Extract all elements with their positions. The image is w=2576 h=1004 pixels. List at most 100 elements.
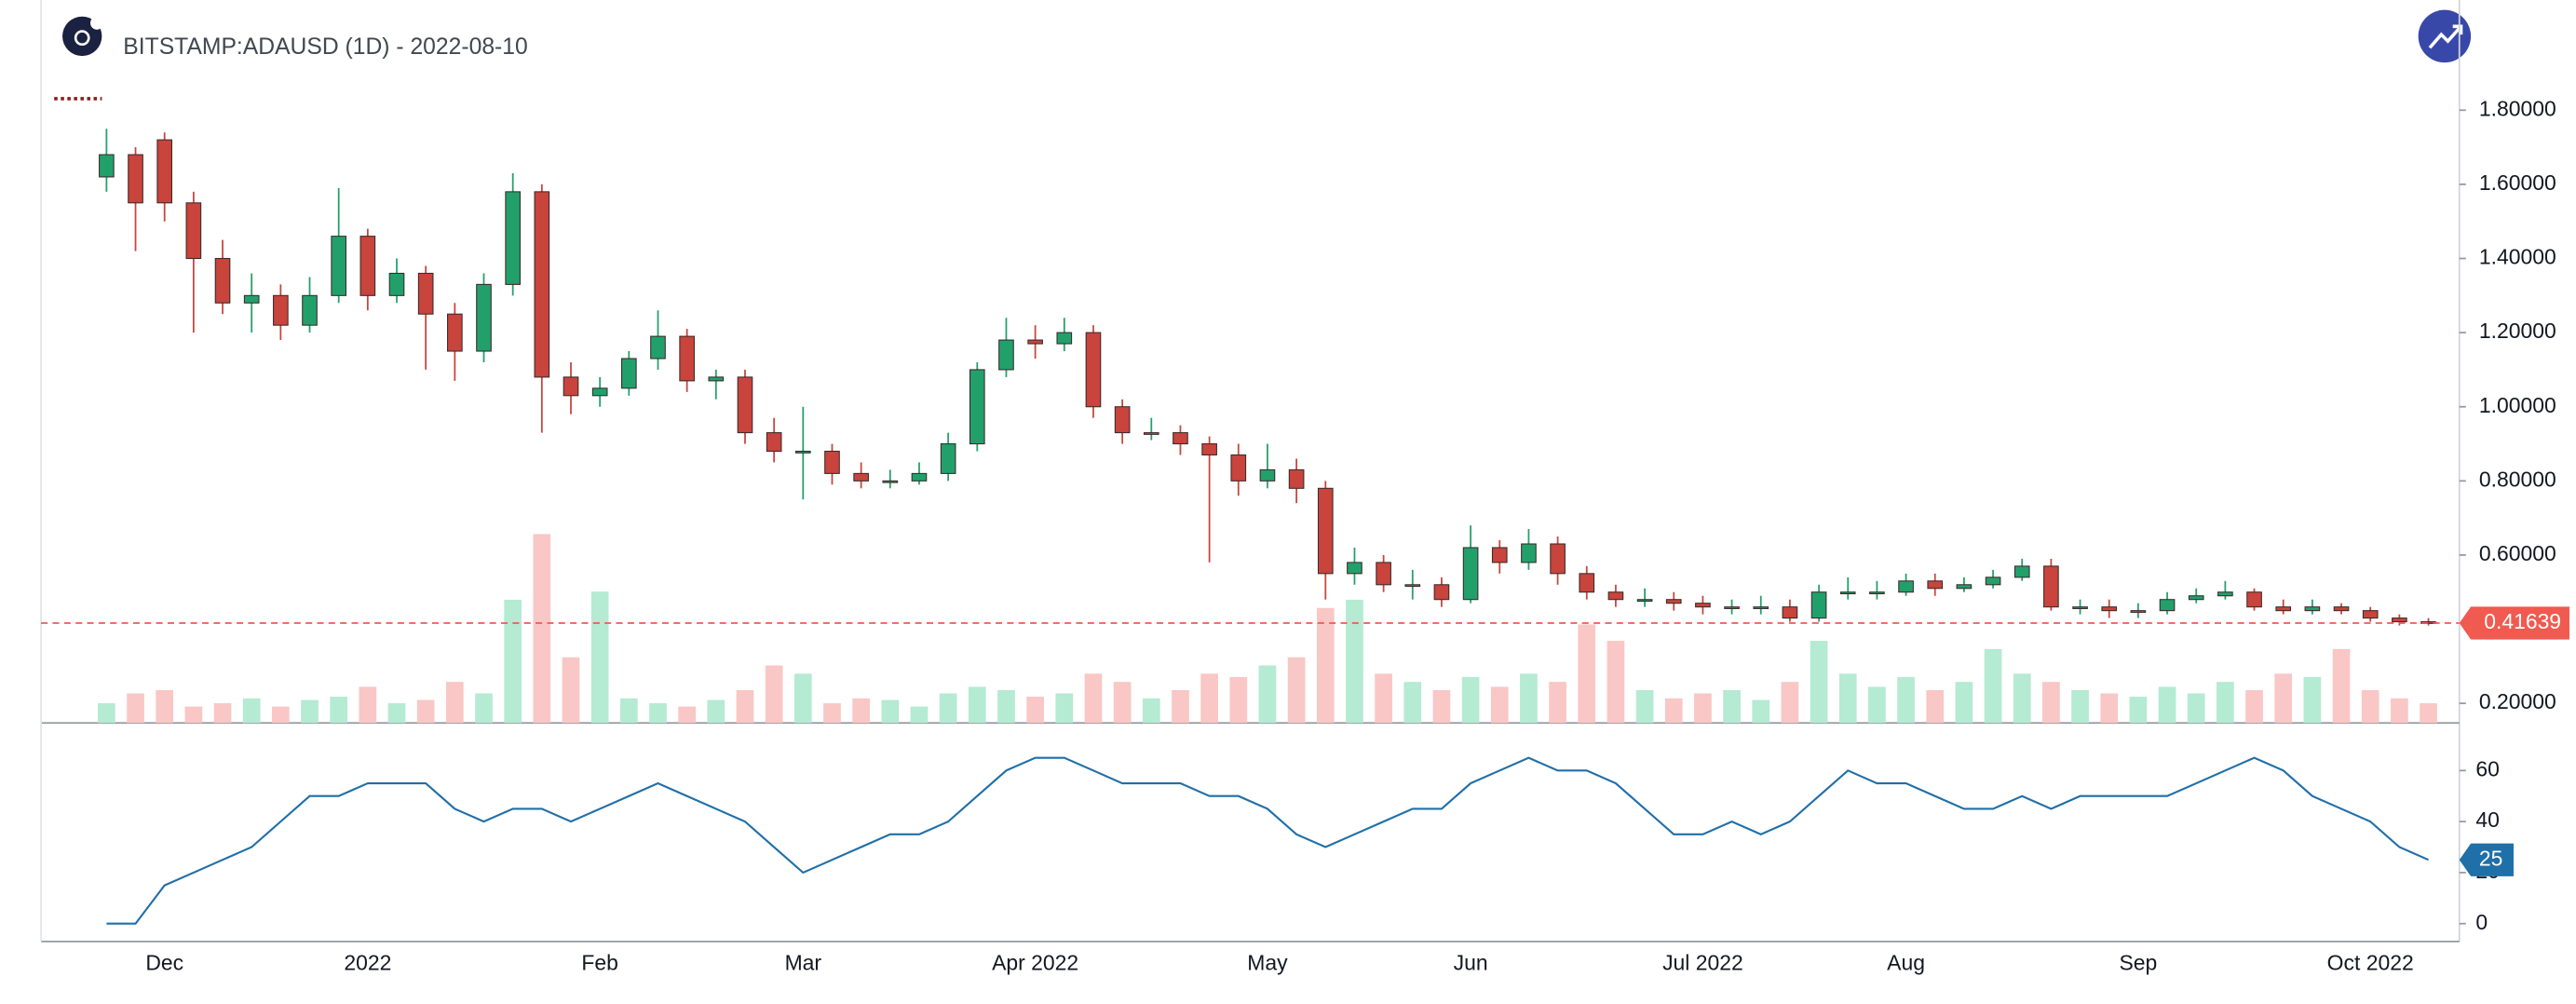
x-tick-label: Mar	[785, 951, 822, 975]
volume-bar	[475, 693, 493, 724]
candle-body	[2217, 591, 2233, 597]
x-tick-label: May	[1247, 951, 1288, 975]
volume-bar	[2100, 693, 2119, 724]
candle-body	[2188, 595, 2204, 601]
volume-bar	[910, 706, 929, 724]
candle-body	[214, 257, 231, 304]
volume-bar	[387, 703, 406, 724]
volume-bar	[1838, 673, 1857, 724]
volume-bar	[1026, 697, 1044, 724]
candle-body	[1143, 432, 1159, 435]
candle-body	[1433, 584, 1450, 601]
x-tick-label: Jul 2022	[1662, 951, 1743, 975]
candle-body	[243, 294, 260, 304]
volume-bar	[2071, 689, 2089, 724]
y-tick-label: 1.40000	[2479, 245, 2556, 269]
volume-bar	[590, 591, 609, 724]
volume-bar	[1752, 699, 1770, 724]
candle-body	[2246, 591, 2262, 608]
volume-bar	[1490, 686, 1509, 724]
candle-body	[505, 191, 521, 285]
candle-body	[766, 432, 782, 453]
volume-bar	[793, 673, 812, 724]
volume-bar	[2042, 682, 2060, 724]
volume-bar	[968, 686, 986, 724]
volume-bar	[1723, 689, 1741, 724]
volume-bar	[765, 665, 783, 724]
candle-body	[969, 369, 985, 445]
chart-title: BITSTAMP:ADAUSD (1D) - 2022-08-10	[123, 34, 527, 60]
candle-body	[1404, 584, 1421, 588]
candle-body	[853, 472, 869, 482]
candle-body	[1579, 573, 1595, 593]
candle-body	[1230, 454, 1247, 482]
volume-bar	[533, 534, 551, 724]
candle-body	[882, 480, 899, 483]
volume-bar	[881, 699, 900, 724]
last-value-tag	[2459, 843, 2514, 876]
y-tick-label: 0	[2475, 910, 2488, 934]
volume-bar	[997, 689, 1015, 724]
candle-body	[1521, 543, 1537, 563]
volume-bar	[1868, 686, 1886, 724]
candle-body	[1201, 443, 1217, 456]
candle-body	[1724, 606, 1740, 609]
volume-bar	[2303, 676, 2322, 724]
candle-body	[2275, 606, 2292, 612]
candle-body	[331, 236, 347, 296]
volume-bar	[1897, 676, 1915, 724]
volume-bar	[1664, 698, 1683, 724]
candle-body	[1114, 406, 1131, 434]
volume-bar	[330, 697, 348, 724]
candle-body	[621, 358, 637, 389]
candle-body	[2130, 610, 2147, 613]
volume-bar	[562, 657, 580, 724]
candle-body	[128, 154, 143, 204]
x-tick-label: Jun	[1454, 951, 1488, 975]
x-tick-label: 2022	[344, 951, 391, 975]
brand-logo[interactable]	[2418, 9, 2472, 63]
candle-body	[185, 202, 202, 260]
candle-body	[359, 236, 376, 296]
volume-bar	[1113, 682, 1132, 724]
volume-bar	[156, 689, 174, 724]
volume-bar	[1346, 599, 1363, 724]
candle-body	[1085, 332, 1102, 408]
candle-body	[1173, 432, 1188, 445]
volume-bar	[2129, 697, 2148, 724]
volume-bar	[1258, 665, 1277, 724]
y-tick-label: 1.20000	[2479, 319, 2556, 343]
candle-body	[708, 376, 725, 382]
x-tick-label: Apr 2022	[992, 951, 1078, 975]
volume-bar	[2158, 686, 2176, 724]
candle-body	[1288, 468, 1305, 489]
candle-body	[476, 283, 492, 352]
volume-bar	[2013, 673, 2031, 724]
volume-bar	[2332, 648, 2351, 724]
last-price-label: 0.41639	[2484, 609, 2561, 633]
candle-body	[679, 335, 695, 382]
candle-body	[1347, 562, 1363, 575]
y-tick-label: 1.00000	[2479, 393, 2556, 417]
candle-body	[273, 294, 289, 326]
volume-bar	[504, 599, 522, 724]
volume-bar	[1316, 607, 1335, 724]
volume-bar	[416, 699, 435, 724]
volume-bar	[213, 703, 232, 724]
volume-bar	[1955, 682, 1973, 724]
candle-body	[1550, 543, 1566, 575]
candle-body	[1607, 591, 1624, 601]
candle-body	[1259, 468, 1276, 482]
candle-body	[940, 443, 956, 474]
candle-body	[1956, 584, 1973, 590]
y-tick-label: 60	[2475, 756, 2500, 780]
volume-bar	[736, 689, 754, 724]
volume-bar	[359, 686, 377, 724]
candle-body	[447, 313, 463, 352]
volume-bar	[1578, 624, 1596, 724]
candle-body	[1753, 606, 1769, 609]
volume-bar	[1172, 689, 1189, 724]
volume-bar	[1142, 698, 1160, 724]
candle-body	[737, 376, 753, 434]
